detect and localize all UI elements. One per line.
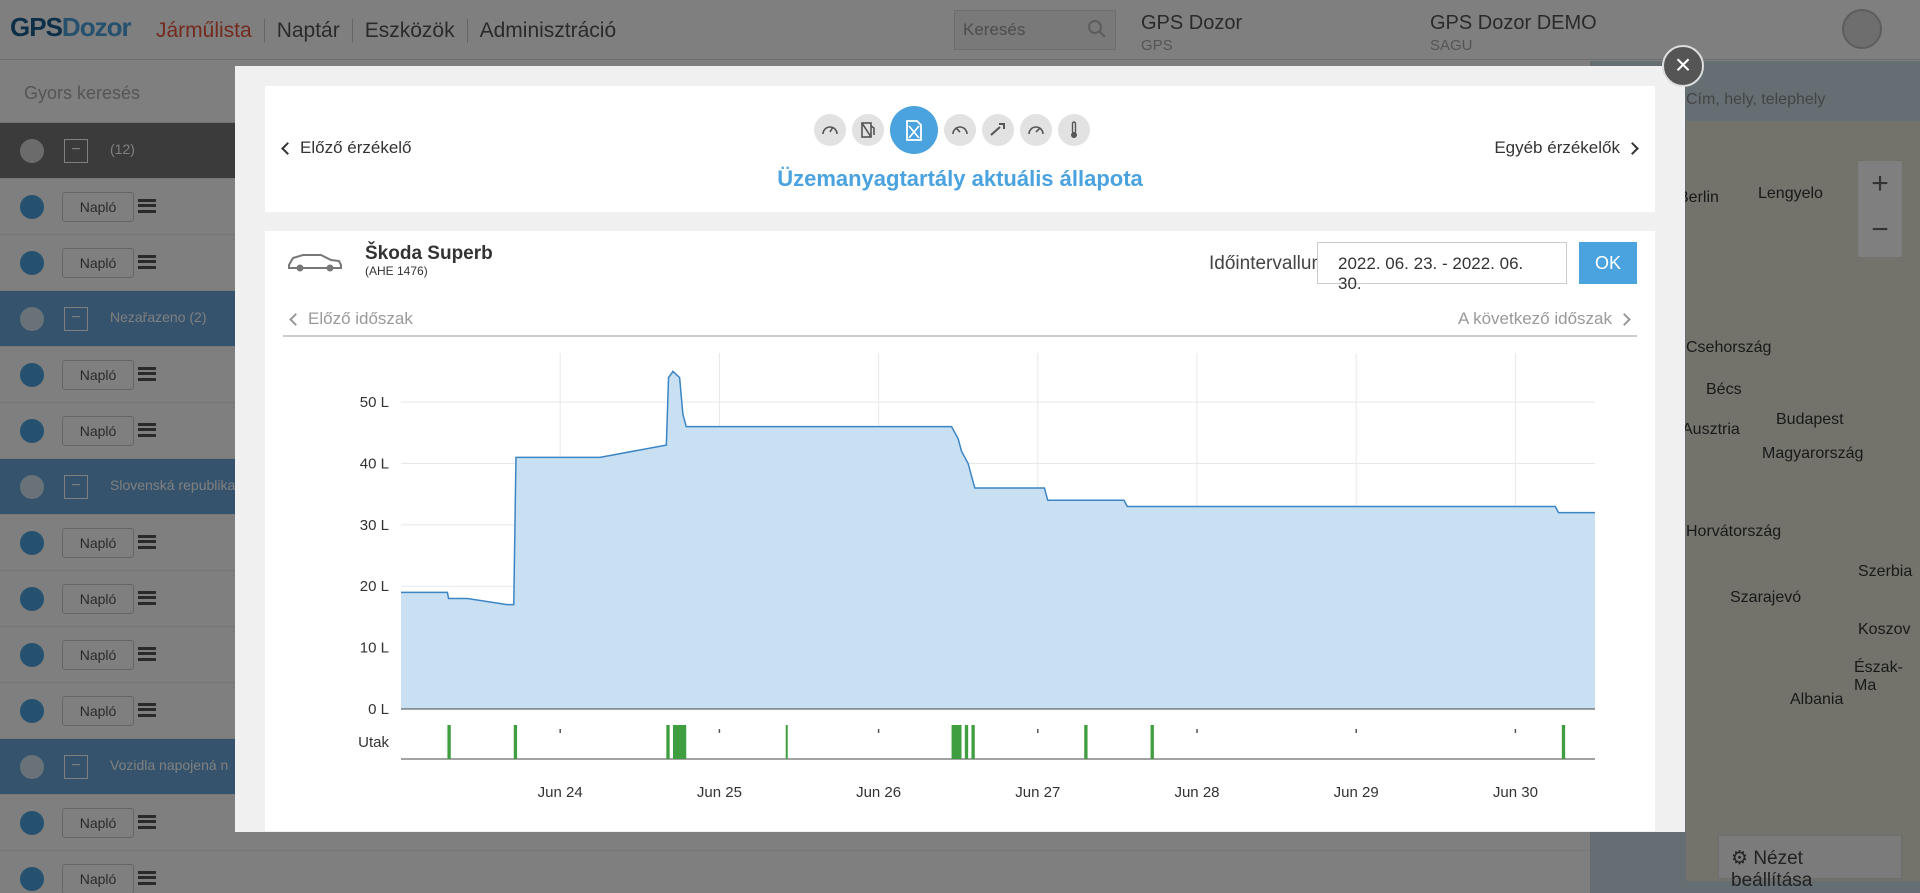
trips-label: Utak <box>358 734 389 751</box>
fuel-pump-icon[interactable] <box>852 114 884 146</box>
trip-bar <box>964 725 969 759</box>
chevron-left-icon <box>281 142 294 155</box>
modal-header: Előző érzékelő Üzemanyagtartály aktuális… <box>265 86 1655 212</box>
trip-bar <box>666 725 670 759</box>
speedometer-icon[interactable] <box>814 114 846 146</box>
fuel-sensor-modal: Előző érzékelő Üzemanyagtartály aktuális… <box>235 66 1685 832</box>
fuel-level-chart: 0 L 10 L 20 L 30 L 40 L 50 L Utak Jun 24 Jun 25 J… <box>358 353 1595 801</box>
x-tick-label: Jun 26 <box>856 784 901 801</box>
chevron-left-icon <box>289 313 302 326</box>
other-sensors-link[interactable]: Egyéb érzékelők <box>1494 138 1639 158</box>
car-icon <box>288 254 342 272</box>
x-tick-label: Jun 24 <box>538 784 583 801</box>
gauge-icon[interactable] <box>944 114 976 146</box>
chevron-right-icon <box>1626 142 1639 155</box>
trip-bar <box>447 725 451 759</box>
trip-bar <box>1150 725 1154 759</box>
wrench-icon[interactable] <box>982 114 1014 146</box>
prev-sensor-link[interactable]: Előző érzékelő <box>281 138 412 158</box>
vehicle-name: Škoda Superb <box>365 243 493 264</box>
x-tick-label: Jun 27 <box>1015 784 1060 801</box>
x-tick-label: Jun 25 <box>697 784 742 801</box>
trip-bar <box>951 725 962 759</box>
y-tick-label: 30 L <box>360 517 389 534</box>
trip-bar <box>785 725 788 759</box>
prev-period-link[interactable]: Előző időszak <box>289 309 413 329</box>
x-tick-label: Jun 28 <box>1174 784 1219 801</box>
interval-label: Időintervallum <box>1209 253 1328 274</box>
y-tick-label: 50 L <box>360 394 389 411</box>
fuel-line <box>401 370 1595 606</box>
y-tick-label: 0 L <box>368 701 389 718</box>
trip-bar <box>513 725 518 759</box>
close-modal-button[interactable]: × <box>1662 45 1704 87</box>
next-period-link[interactable]: A következő időszak <box>1458 309 1631 329</box>
y-tick-label: 20 L <box>360 578 389 595</box>
fuel-area <box>401 371 1595 709</box>
date-range-input[interactable]: 2022. 06. 23. - 2022. 06. 30. <box>1317 242 1567 293</box>
ok-button[interactable]: OK <box>1579 242 1637 284</box>
trip-bar <box>1084 725 1088 759</box>
fuel-canister-icon[interactable] <box>890 106 938 154</box>
modal-body: Škoda Superb (AHE 1476) Időintervallum 2… <box>265 231 1655 831</box>
chevron-right-icon <box>1618 313 1631 326</box>
modal-title: Üzemanyagtartály aktuális állapota <box>777 166 1143 191</box>
y-tick-label: 40 L <box>360 455 389 472</box>
trip-bar <box>1561 725 1566 759</box>
rpm-gauge-icon[interactable] <box>1020 114 1052 146</box>
trip-bar <box>971 725 975 759</box>
y-tick-label: 10 L <box>360 640 389 657</box>
x-tick-label: Jun 30 <box>1493 784 1538 801</box>
vehicle-plate: (AHE 1476) <box>365 264 428 278</box>
period-navigation: Előző időszak A következő időszak <box>283 301 1637 337</box>
thermometer-icon[interactable] <box>1058 114 1090 146</box>
trip-bar <box>672 725 687 759</box>
x-tick-label: Jun 29 <box>1334 784 1379 801</box>
sensor-icon-bar <box>811 106 1093 154</box>
